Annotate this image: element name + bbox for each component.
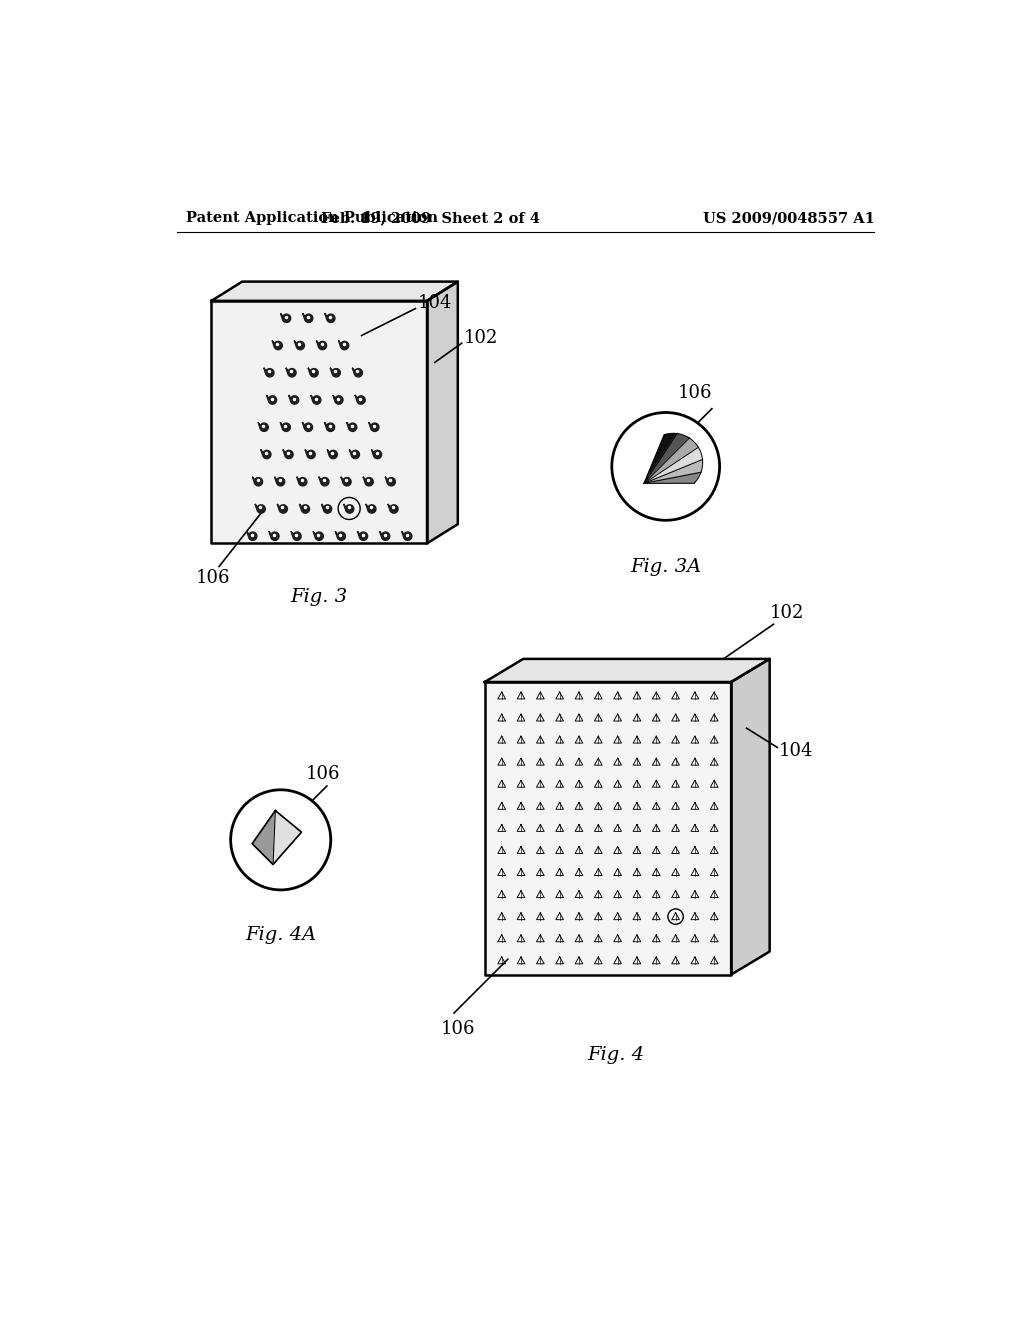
Polygon shape	[349, 450, 359, 458]
Text: Fig. 3A: Fig. 3A	[630, 557, 701, 576]
Polygon shape	[644, 433, 677, 483]
Polygon shape	[297, 477, 307, 486]
Polygon shape	[355, 395, 366, 404]
Polygon shape	[388, 504, 398, 513]
Text: 106: 106	[196, 569, 230, 587]
Polygon shape	[281, 313, 291, 322]
Polygon shape	[372, 450, 382, 458]
Polygon shape	[330, 368, 340, 378]
Polygon shape	[339, 341, 349, 350]
Polygon shape	[325, 313, 335, 322]
Text: 104: 104	[779, 742, 813, 760]
Text: 102: 102	[770, 603, 804, 622]
Polygon shape	[261, 450, 271, 458]
Circle shape	[230, 789, 331, 890]
Text: Fig. 4: Fig. 4	[587, 1047, 644, 1064]
Polygon shape	[278, 504, 288, 513]
Polygon shape	[731, 659, 770, 974]
Polygon shape	[272, 341, 283, 350]
Text: Patent Application Publication: Patent Application Publication	[186, 211, 438, 226]
Polygon shape	[644, 433, 689, 483]
Polygon shape	[427, 281, 458, 544]
Polygon shape	[366, 504, 376, 513]
Polygon shape	[255, 504, 265, 513]
Polygon shape	[333, 395, 343, 404]
Polygon shape	[211, 281, 458, 301]
Polygon shape	[328, 450, 337, 458]
Text: US 2009/0048557 A1: US 2009/0048557 A1	[702, 211, 874, 226]
Text: 106: 106	[306, 766, 340, 783]
Polygon shape	[305, 450, 315, 458]
Polygon shape	[644, 447, 702, 483]
Polygon shape	[252, 810, 275, 865]
Polygon shape	[211, 301, 427, 544]
Polygon shape	[264, 368, 273, 378]
Polygon shape	[364, 477, 373, 486]
Polygon shape	[484, 659, 770, 682]
Polygon shape	[289, 395, 299, 404]
Polygon shape	[294, 341, 304, 350]
Polygon shape	[322, 504, 332, 513]
Polygon shape	[484, 682, 731, 974]
Polygon shape	[302, 422, 312, 432]
Polygon shape	[281, 422, 291, 432]
Circle shape	[611, 413, 720, 520]
Polygon shape	[310, 395, 321, 404]
Polygon shape	[335, 531, 345, 540]
Polygon shape	[401, 531, 412, 540]
Polygon shape	[308, 368, 318, 378]
Polygon shape	[357, 531, 368, 540]
Polygon shape	[346, 422, 356, 432]
Polygon shape	[247, 531, 257, 540]
Polygon shape	[644, 459, 702, 483]
Polygon shape	[273, 810, 301, 865]
Polygon shape	[291, 531, 301, 540]
Text: 104: 104	[418, 294, 453, 312]
Polygon shape	[299, 504, 309, 513]
Polygon shape	[385, 477, 395, 486]
Polygon shape	[380, 531, 390, 540]
Polygon shape	[303, 313, 312, 322]
Text: Fig. 4A: Fig. 4A	[245, 925, 316, 944]
Polygon shape	[258, 422, 268, 432]
Text: 102: 102	[464, 329, 499, 347]
Polygon shape	[252, 477, 262, 486]
Polygon shape	[266, 395, 276, 404]
Polygon shape	[269, 531, 279, 540]
Polygon shape	[325, 422, 335, 432]
Polygon shape	[644, 473, 701, 483]
Polygon shape	[341, 477, 351, 486]
Polygon shape	[369, 422, 379, 432]
Polygon shape	[283, 450, 293, 458]
Polygon shape	[644, 438, 698, 483]
Polygon shape	[318, 477, 329, 486]
Polygon shape	[313, 531, 324, 540]
Text: Feb. 19, 2009  Sheet 2 of 4: Feb. 19, 2009 Sheet 2 of 4	[322, 211, 541, 226]
Text: 106: 106	[678, 384, 713, 403]
Polygon shape	[344, 504, 353, 513]
Polygon shape	[316, 341, 327, 350]
Polygon shape	[274, 477, 285, 486]
Text: Fig. 3: Fig. 3	[291, 589, 348, 606]
Polygon shape	[352, 368, 362, 378]
Text: 106: 106	[440, 1019, 475, 1038]
Polygon shape	[286, 368, 296, 378]
